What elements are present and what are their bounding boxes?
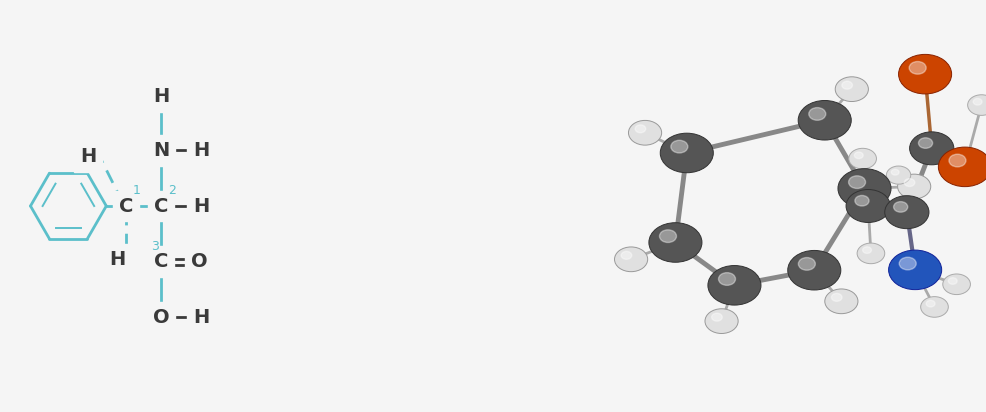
- Circle shape: [890, 169, 898, 175]
- Circle shape: [908, 61, 925, 74]
- Circle shape: [659, 230, 675, 243]
- Circle shape: [909, 132, 952, 165]
- Circle shape: [896, 174, 930, 199]
- Circle shape: [704, 309, 738, 333]
- Circle shape: [648, 223, 701, 262]
- Text: H: H: [153, 87, 169, 106]
- Circle shape: [845, 190, 889, 222]
- Circle shape: [854, 195, 868, 206]
- Circle shape: [920, 297, 948, 317]
- Circle shape: [837, 169, 890, 208]
- Circle shape: [892, 201, 907, 212]
- Circle shape: [634, 125, 645, 133]
- Circle shape: [848, 148, 876, 169]
- Circle shape: [798, 258, 814, 270]
- Circle shape: [948, 154, 965, 167]
- Text: H: H: [192, 308, 209, 327]
- Circle shape: [897, 54, 951, 94]
- Text: 2: 2: [168, 184, 176, 197]
- Circle shape: [972, 98, 981, 105]
- Circle shape: [628, 120, 661, 145]
- Circle shape: [856, 243, 883, 264]
- Circle shape: [787, 250, 840, 290]
- Text: H: H: [108, 250, 125, 269]
- Text: C: C: [154, 197, 168, 215]
- Circle shape: [824, 289, 857, 314]
- Circle shape: [903, 178, 914, 187]
- Text: H: H: [80, 147, 97, 166]
- Text: N: N: [153, 141, 169, 160]
- Circle shape: [862, 247, 871, 253]
- Circle shape: [711, 313, 722, 321]
- Circle shape: [887, 250, 941, 290]
- Text: H: H: [192, 141, 209, 160]
- Text: O: O: [191, 252, 207, 271]
- Circle shape: [707, 266, 760, 305]
- Text: 1: 1: [132, 184, 140, 197]
- Text: H: H: [192, 197, 209, 215]
- Text: C: C: [118, 197, 133, 215]
- Circle shape: [925, 300, 934, 307]
- Circle shape: [942, 274, 969, 295]
- Circle shape: [660, 133, 713, 173]
- Text: O: O: [153, 308, 170, 327]
- Circle shape: [948, 278, 956, 284]
- Circle shape: [898, 257, 915, 270]
- Circle shape: [614, 247, 647, 272]
- Circle shape: [966, 95, 986, 115]
- Circle shape: [718, 273, 735, 286]
- Circle shape: [620, 251, 631, 259]
- Circle shape: [798, 101, 850, 140]
- Circle shape: [670, 140, 687, 153]
- Text: C: C: [154, 252, 168, 271]
- Text: 3: 3: [151, 240, 159, 253]
- Circle shape: [885, 166, 910, 184]
- Circle shape: [830, 293, 841, 301]
- Circle shape: [808, 108, 825, 120]
- Circle shape: [918, 138, 932, 148]
- Circle shape: [848, 176, 865, 188]
- Circle shape: [841, 81, 852, 89]
- Circle shape: [938, 147, 986, 187]
- Circle shape: [834, 77, 868, 101]
- Circle shape: [854, 152, 863, 159]
- Circle shape: [883, 196, 928, 229]
